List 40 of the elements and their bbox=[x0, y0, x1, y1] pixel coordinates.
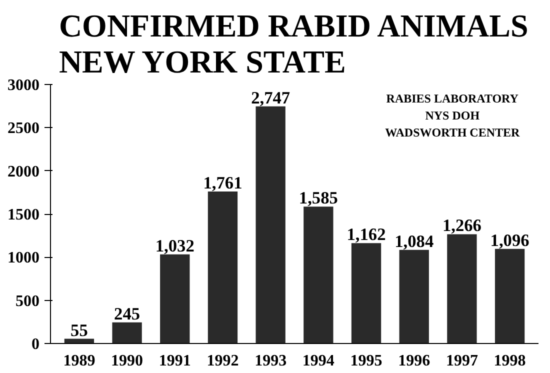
x-tick-label: 1991 bbox=[158, 352, 191, 370]
x-tick-label: 1998 bbox=[494, 352, 526, 370]
bar bbox=[304, 206, 334, 344]
y-tick-label: 1500 bbox=[8, 206, 40, 224]
bar bbox=[160, 254, 190, 344]
x-tick-label: 1992 bbox=[206, 352, 239, 370]
chart-title: CONFIRMED RABID ANIMALS NEW YORK STATE bbox=[58, 8, 528, 80]
data-label: 1,032 bbox=[155, 236, 194, 256]
y-tick-label: 1000 bbox=[8, 250, 40, 267]
y-tick-label: 2000 bbox=[8, 163, 40, 180]
x-tick-label: 1989 bbox=[63, 352, 96, 370]
bar bbox=[112, 322, 142, 344]
annotation: WADSWORTH CENTER bbox=[385, 126, 520, 140]
bar bbox=[494, 248, 525, 344]
bar bbox=[351, 243, 382, 344]
x-tick-label: 1990 bbox=[111, 352, 144, 370]
bar bbox=[447, 234, 477, 344]
bar bbox=[256, 106, 286, 344]
bar bbox=[208, 191, 238, 344]
data-label: 1,084 bbox=[394, 232, 434, 251]
y-tick-label: 2500 bbox=[8, 120, 40, 138]
annotation: RABIES LABORATORY bbox=[386, 92, 519, 106]
annotation: NYS DOH bbox=[425, 108, 480, 122]
y-tick-label: 0 bbox=[32, 336, 40, 353]
data-label: 1,096 bbox=[490, 230, 530, 250]
y-tick-label: 3000 bbox=[8, 77, 40, 94]
y-tick-label: 500 bbox=[16, 292, 40, 310]
x-tick-label: 1994 bbox=[302, 352, 334, 370]
data-label: 1,266 bbox=[442, 216, 482, 236]
x-tick-label: 1995 bbox=[350, 352, 382, 370]
data-label: 1,585 bbox=[298, 188, 338, 208]
data-label: 1,162 bbox=[346, 225, 386, 244]
bar bbox=[399, 250, 429, 344]
x-tick-label: 1996 bbox=[398, 352, 430, 370]
data-label: 55 bbox=[70, 320, 88, 340]
data-label: 245 bbox=[114, 304, 140, 324]
data-label: 1,761 bbox=[203, 173, 242, 192]
x-tick-label: 1993 bbox=[254, 352, 287, 370]
x-tick-label: 1997 bbox=[446, 352, 478, 370]
data-label: 2,747 bbox=[251, 88, 290, 108]
